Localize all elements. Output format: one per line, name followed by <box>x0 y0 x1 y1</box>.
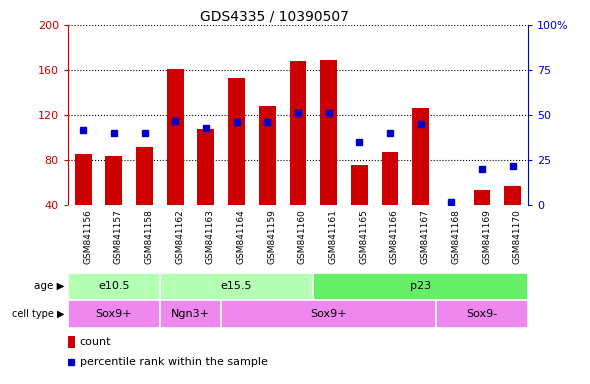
Bar <box>75 154 91 205</box>
Text: age ▶: age ▶ <box>34 281 65 291</box>
Bar <box>68 273 160 300</box>
Bar <box>160 300 221 328</box>
Bar <box>259 106 276 205</box>
Bar <box>160 273 313 300</box>
Bar <box>320 60 337 205</box>
Bar <box>412 108 429 205</box>
Text: GSM841159: GSM841159 <box>267 209 276 264</box>
Text: GSM841166: GSM841166 <box>390 209 399 264</box>
Text: Sox9-: Sox9- <box>467 309 497 319</box>
Text: percentile rank within the sample: percentile rank within the sample <box>80 357 268 367</box>
Bar <box>198 129 214 205</box>
Bar <box>167 69 183 205</box>
Bar <box>228 78 245 205</box>
Text: GSM841165: GSM841165 <box>359 209 368 264</box>
Text: GSM841170: GSM841170 <box>513 209 522 264</box>
Text: GSM841168: GSM841168 <box>451 209 460 264</box>
Text: e10.5: e10.5 <box>98 281 130 291</box>
Text: GSM841162: GSM841162 <box>175 209 184 263</box>
Text: GSM841164: GSM841164 <box>237 209 245 263</box>
Bar <box>443 205 460 209</box>
Text: GSM841163: GSM841163 <box>206 209 215 264</box>
Text: p23: p23 <box>410 281 431 291</box>
Text: cell type ▶: cell type ▶ <box>12 309 65 319</box>
Bar <box>290 61 306 205</box>
Text: GDS4335 / 10390507: GDS4335 / 10390507 <box>200 10 349 23</box>
Bar <box>504 186 521 205</box>
Bar <box>68 336 76 348</box>
Bar <box>221 300 436 328</box>
Text: GSM841169: GSM841169 <box>482 209 491 264</box>
Text: Sox9+: Sox9+ <box>96 309 132 319</box>
Bar <box>382 152 398 205</box>
Bar <box>68 300 160 328</box>
Text: GSM841167: GSM841167 <box>421 209 430 264</box>
Text: GSM841157: GSM841157 <box>114 209 123 264</box>
Text: GSM841160: GSM841160 <box>298 209 307 264</box>
Text: GSM841158: GSM841158 <box>145 209 153 264</box>
Bar <box>313 273 528 300</box>
Text: Sox9+: Sox9+ <box>310 309 347 319</box>
Text: GSM841161: GSM841161 <box>329 209 337 264</box>
Text: count: count <box>80 337 112 347</box>
Bar <box>351 165 368 205</box>
Bar <box>136 147 153 205</box>
Text: e15.5: e15.5 <box>221 281 253 291</box>
Bar <box>436 300 528 328</box>
Text: Ngn3+: Ngn3+ <box>171 309 210 319</box>
Bar <box>474 190 490 205</box>
Text: GSM841156: GSM841156 <box>83 209 92 264</box>
Bar <box>106 156 122 205</box>
